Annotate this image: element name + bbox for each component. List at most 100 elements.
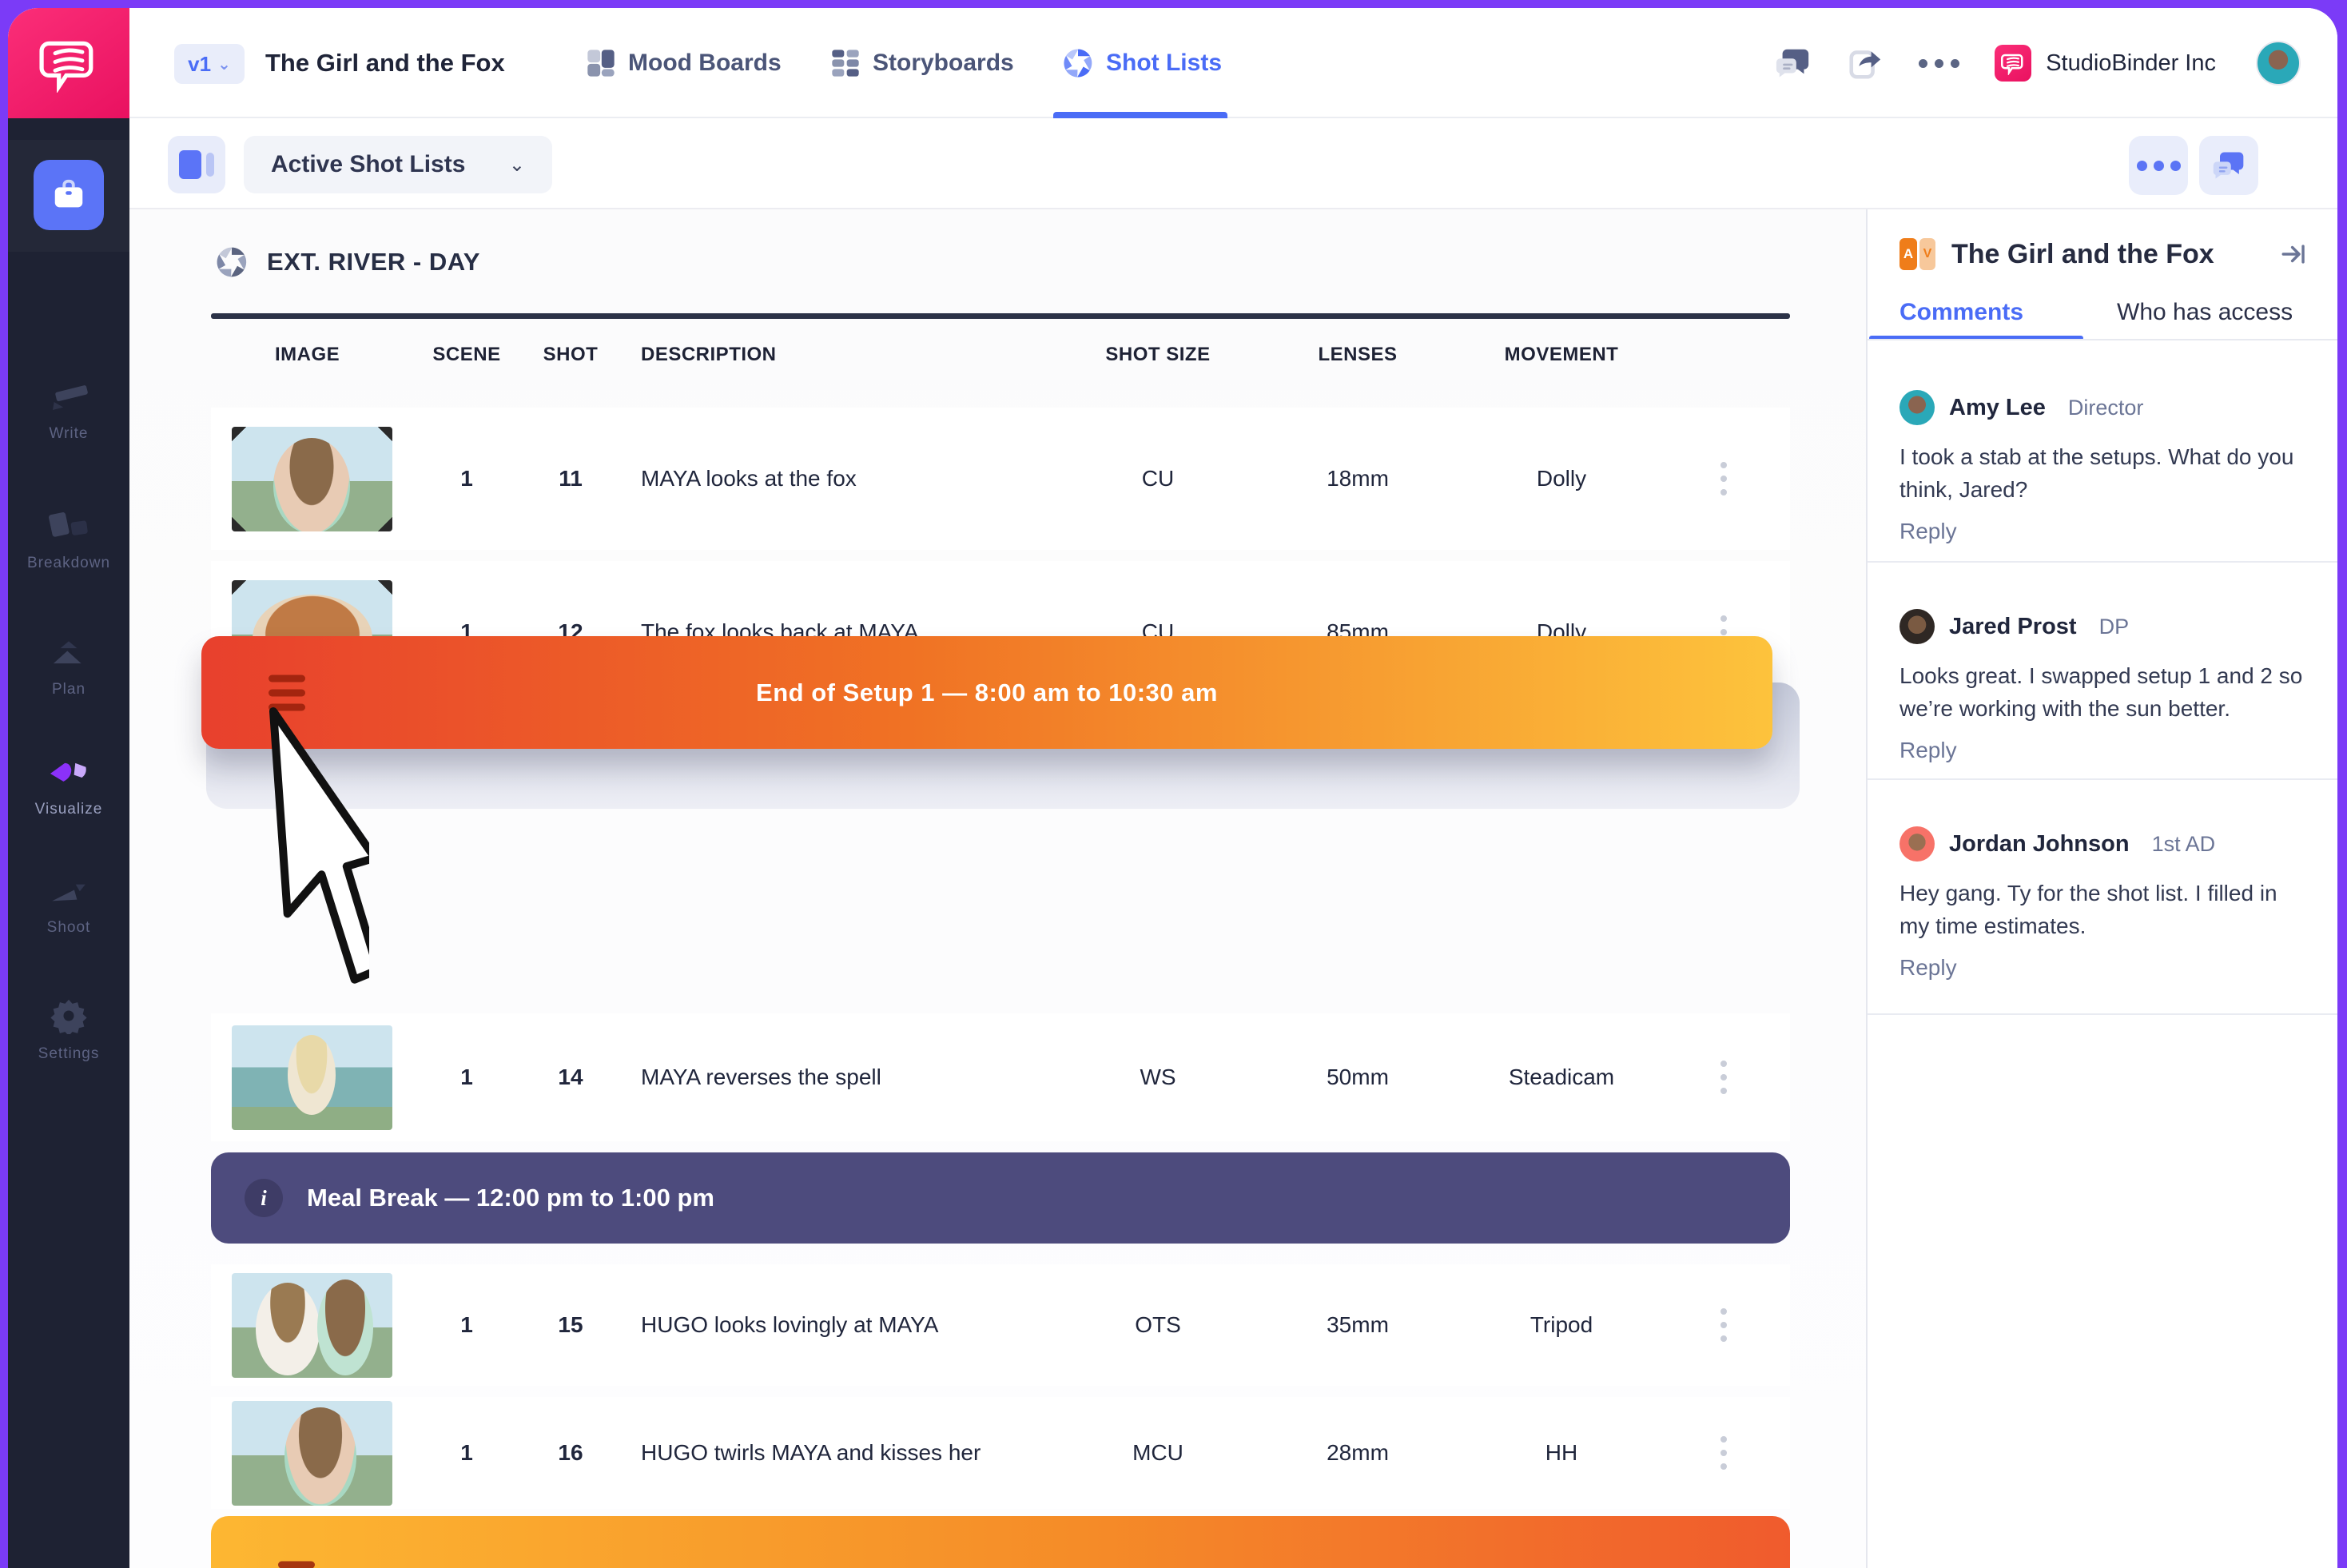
shot-description: MAYA looks at the fox — [619, 466, 1066, 491]
storyboard-thumbnail[interactable] — [232, 427, 392, 531]
storyboard-thumbnail[interactable] — [232, 1273, 392, 1378]
list-more-options-button[interactable] — [2129, 136, 2188, 195]
shotlist-toolbar: Active Shot Lists ⌄ — [129, 118, 2337, 209]
sidebar-item-settings[interactable]: Settings — [8, 997, 129, 1063]
shot-description: MAYA reverses the spell — [619, 1065, 1066, 1090]
open-comments-button[interactable] — [2199, 136, 2258, 195]
tab-comments[interactable]: Comments — [1899, 299, 2023, 326]
tab-who-has-access[interactable]: Who has access — [2117, 299, 2293, 326]
shot-lens: 18mm — [1250, 466, 1466, 491]
chat-bubbles-icon — [2211, 148, 2246, 183]
studiobinder-logo[interactable] — [8, 8, 129, 118]
user-avatar[interactable] — [2256, 41, 2301, 86]
shot-movement: Dolly — [1466, 466, 1657, 491]
shot-row[interactable]: 111MAYA looks at the foxCU18mmDolly — [211, 408, 1790, 550]
sidebar-item-label: Write — [50, 425, 89, 443]
comment-item: Jordan Johnson 1st AD Hey gang. Ty for t… — [1868, 802, 2337, 981]
plan-icon — [48, 638, 90, 670]
col-lenses: LENSES — [1250, 344, 1466, 366]
org-name: StudioBinder Inc — [2046, 50, 2216, 77]
shot-movement: Tripod — [1466, 1312, 1657, 1338]
shot-row[interactable]: 116HUGO twirls MAYA and kisses herMCU28m… — [211, 1397, 1790, 1509]
more-options-icon[interactable] — [1919, 59, 1959, 68]
col-image: IMAGE — [211, 344, 411, 366]
layout-icon — [179, 150, 201, 179]
chevron-down-icon: ⌄ — [509, 153, 525, 177]
scene-number: 1 — [411, 466, 523, 491]
reply-link[interactable]: Reply — [1899, 738, 2307, 763]
shot-size: OTS — [1066, 1312, 1250, 1338]
shotlist-selector-dropdown[interactable]: Active Shot Lists ⌄ — [244, 136, 552, 193]
share-icon[interactable] — [1847, 45, 1884, 82]
comments-panel: AV The Girl and the Fox Comments Who has… — [1866, 209, 2337, 1568]
row-menu-icon[interactable] — [1720, 1061, 1727, 1094]
shot-description: HUGO looks lovingly at MAYA — [619, 1312, 1066, 1338]
shot-lens: 35mm — [1250, 1312, 1466, 1338]
visualize-icon — [46, 758, 91, 790]
table-column-headers: IMAGE SCENE SHOT DESCRIPTION SHOT SIZE L… — [211, 344, 1790, 366]
panel-title: The Girl and the Fox — [1951, 239, 2264, 270]
divider — [1868, 778, 2337, 780]
panel-tabs: Comments Who has access — [1868, 299, 2337, 340]
shot-row[interactable]: 115HUGO looks lovingly at MAYAOTS35mmTri… — [211, 1264, 1790, 1386]
setup-banner[interactable]: End of Setup 2 — 1:00 pm to 11:30 pm — [211, 1516, 1790, 1568]
gear-icon — [50, 997, 87, 1034]
nav-label: Storyboards — [873, 50, 1014, 77]
panel-header: AV The Girl and the Fox — [1899, 238, 2307, 270]
commenter-avatar[interactable] — [1899, 826, 1935, 862]
tab-mood-boards[interactable]: Mood Boards — [585, 8, 782, 118]
sidebar-item-label: Visualize — [35, 801, 103, 818]
scene-title: EXT. RIVER - DAY — [267, 248, 480, 277]
reply-link[interactable]: Reply — [1899, 955, 2307, 981]
top-bar: v1 ⌄ The Girl and the Fox Mood Boards St… — [8, 8, 2337, 118]
comment-text: Looks great. I swapped setup 1 and 2 so … — [1899, 660, 2303, 725]
scene-number: 1 — [411, 1312, 523, 1338]
shot-number: 15 — [523, 1312, 619, 1338]
shot-row[interactable]: 114MAYA reverses the spellWS50mmSteadica… — [211, 1013, 1790, 1141]
storyboard-thumbnail[interactable] — [232, 1025, 392, 1130]
setup-banner-label: End of Setup 2 — 1:00 pm to 11:30 pm — [769, 1565, 1232, 1568]
divider — [1868, 1013, 2337, 1015]
row-menu-icon[interactable] — [1720, 1308, 1727, 1342]
shotlist-rows: 111MAYA looks at the foxCU18mmDolly112Th… — [211, 408, 1790, 1568]
briefcase-icon — [50, 177, 87, 213]
row-menu-icon[interactable] — [1720, 1436, 1727, 1470]
drag-handle-icon[interactable] — [278, 1561, 315, 1568]
comments-icon[interactable] — [1775, 45, 1812, 82]
sidebar-item-write[interactable]: Write — [8, 382, 129, 443]
row-menu-icon[interactable] — [1720, 462, 1727, 495]
tab-storyboards[interactable]: Storyboards — [829, 8, 1014, 118]
storyboard-thumbnail[interactable] — [232, 1401, 392, 1506]
collapse-panel-icon[interactable] — [2280, 241, 2307, 268]
comment-item: Amy Lee Director I took a stab at the se… — [1868, 366, 2337, 544]
speech-bubble-logo-icon — [39, 34, 98, 93]
sidebar-item-projects[interactable] — [34, 160, 104, 230]
reply-link[interactable]: Reply — [1899, 519, 2307, 544]
col-shot: SHOT — [523, 344, 619, 366]
shot-description: HUGO twirls MAYA and kisses her — [619, 1440, 1066, 1466]
divider — [1868, 339, 2337, 340]
scene-header: EXT. RIVER - DAY — [214, 245, 480, 280]
sidebar-item-breakdown[interactable]: Breakdown — [8, 510, 129, 572]
sidebar-item-shoot[interactable]: Shoot — [8, 878, 129, 937]
scene-aperture-icon — [214, 245, 249, 280]
setup-banner-dragged[interactable]: End of Setup 1 — 8:00 am to 10:30 am — [201, 636, 1772, 749]
commenter-avatar[interactable] — [1899, 609, 1935, 644]
meal-break-banner[interactable]: i Meal Break — 12:00 pm to 1:00 pm — [211, 1152, 1790, 1244]
commenter-role: Director — [2068, 396, 2144, 420]
sidebar-item-visualize[interactable]: Visualize — [8, 758, 129, 818]
org-switcher[interactable]: StudioBinder Inc — [1995, 45, 2216, 82]
shot-lists-icon — [1061, 46, 1095, 80]
comment-text: I took a stab at the setups. What do you… — [1899, 441, 2303, 506]
mood-boards-icon — [585, 47, 617, 79]
tab-shot-lists[interactable]: Shot Lists — [1061, 8, 1222, 118]
scene-number: 1 — [411, 1440, 523, 1466]
version-dropdown[interactable]: v1 ⌄ — [174, 44, 245, 84]
commenter-avatar[interactable] — [1899, 390, 1935, 425]
view-toggle-button[interactable] — [168, 136, 225, 193]
divider — [1868, 561, 2337, 563]
sidebar: Write Breakdown Plan Visualize — [8, 118, 129, 1568]
info-icon: i — [245, 1179, 283, 1217]
sidebar-item-plan[interactable]: Plan — [8, 638, 129, 698]
sidebar-item-label: Plan — [52, 681, 86, 698]
